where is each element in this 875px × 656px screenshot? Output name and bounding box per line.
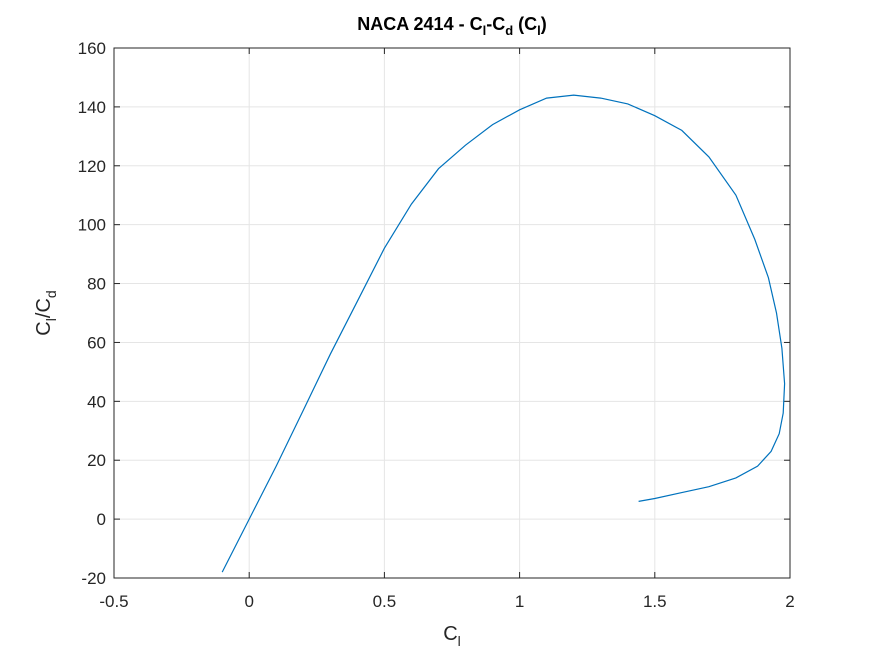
grid: [114, 48, 790, 578]
y-tick-label: 100: [78, 216, 106, 235]
y-tick-label: 40: [87, 392, 106, 411]
y-tick-label: 160: [78, 39, 106, 58]
y-tick-label: 20: [87, 451, 106, 470]
axes-box: [113, 47, 791, 579]
x-tick-label: 1.5: [643, 592, 667, 611]
x-tick-label: 1: [515, 592, 524, 611]
series-line: [221, 94, 786, 573]
y-tick-label: 140: [78, 98, 106, 117]
y-tick-label: 120: [78, 157, 106, 176]
y-tick-label: 60: [87, 333, 106, 352]
x-tick-label: 0: [244, 592, 253, 611]
y-tick-label: 80: [87, 275, 106, 294]
y-axis-label: Cl/Cd: [33, 290, 59, 335]
x-tick-label: -0.5: [99, 592, 128, 611]
y-tick-label: 0: [97, 510, 106, 529]
x-tick-label: 0.5: [373, 592, 397, 611]
series-layer: [221, 94, 786, 573]
axes: [113, 47, 791, 579]
x-axis-label: Cl: [443, 623, 461, 649]
x-tick-label: 2: [785, 592, 794, 611]
ticks: -0.5 0 0.5 1 1.5 2 -20 0 20 40 60 80 100 120 140 160: [78, 39, 795, 611]
chart-title: NACA 2414 - Cl-Cd (Cl): [357, 14, 547, 38]
y-tick-label: -20: [81, 569, 106, 588]
